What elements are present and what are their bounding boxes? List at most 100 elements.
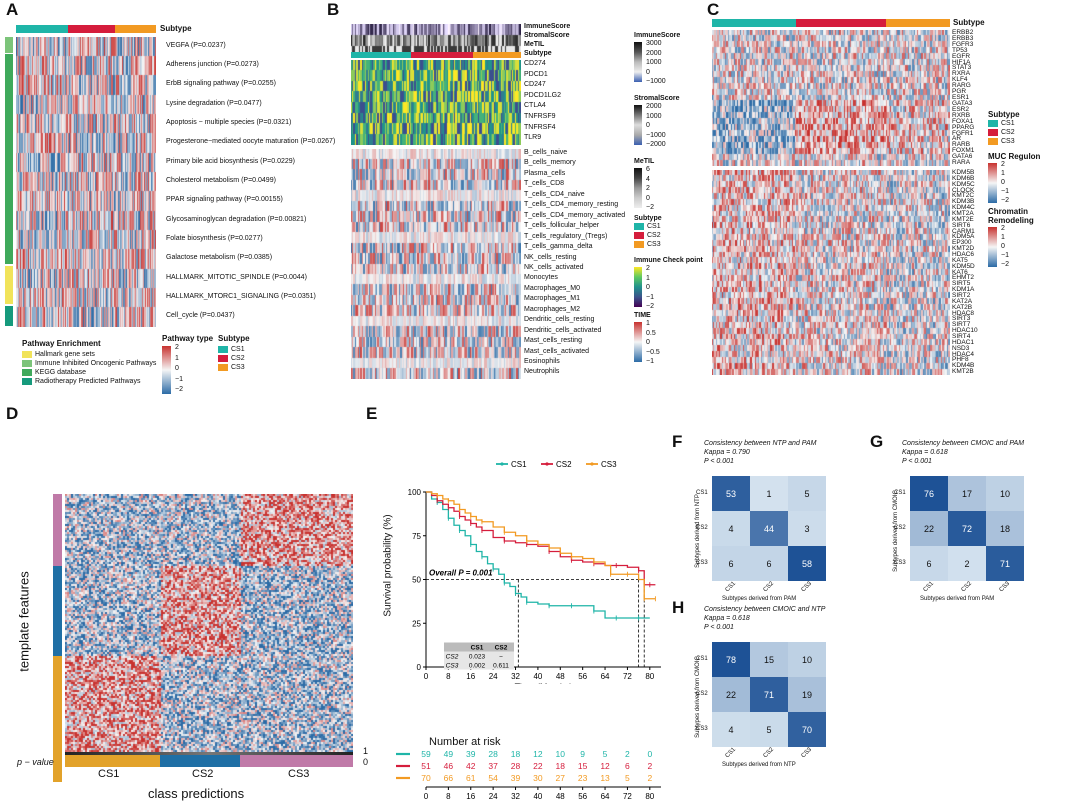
- cell-type-label: T_cells_CD8: [524, 180, 565, 188]
- matrix-cell: 4: [712, 712, 750, 747]
- panel-a-subtype-bar: [16, 25, 156, 33]
- panel-b-subtype-legend: Subtype CS1 CS2 CS3: [634, 215, 662, 249]
- pairwise-cell: CS2: [446, 654, 459, 661]
- gene-label: KAT6: [952, 268, 968, 276]
- legend-text: Hallmark gene sets: [35, 351, 95, 358]
- x-tick-label: 24: [489, 672, 498, 681]
- chromatin-tick: 0: [1001, 243, 1005, 250]
- gene-label: HDAC4: [952, 350, 975, 358]
- cell-type-label: Mast_cells_activated: [524, 347, 589, 355]
- subtype-cs2-block: [68, 25, 115, 33]
- cell-type-label: B_cells_naive: [524, 149, 568, 156]
- risk-count: 28: [511, 761, 521, 771]
- panel-h-confusion: Consistency between CMOIC and NTP Kappa =…: [672, 606, 867, 771]
- heatmap-canvas: [65, 494, 353, 752]
- pathway-type-tick: 1: [175, 354, 179, 362]
- cell-type-label: Plasma_cells: [524, 169, 566, 177]
- pathway-legend-item: Immune Inhibited Oncogenic Pathways: [22, 359, 162, 368]
- subtype-legend-item: CS2: [988, 128, 1062, 137]
- panel-f-confusion: Consistency between NTP and PAM Kappa = 0…: [672, 440, 867, 605]
- risk-count: 39: [511, 773, 521, 783]
- risk-x-tick-label: 48: [556, 792, 565, 801]
- matrix-row-label: CS3: [696, 559, 708, 566]
- matrix-xlabel: Subtypes derived from PAM: [722, 596, 797, 602]
- colorbar-title: TIME: [634, 312, 651, 319]
- checkpoint-label: TLR9: [524, 134, 542, 142]
- panel-d-class-bar: [65, 755, 353, 767]
- panel-c-muc-heatmap: [712, 30, 950, 166]
- gene-label: NSD3: [952, 344, 970, 352]
- colorbar-title: ImmuneScore: [634, 32, 681, 39]
- matrix-cell: 3: [788, 511, 826, 546]
- legend-text: CS3: [231, 364, 245, 371]
- x-tick-label: 16: [466, 672, 475, 681]
- legend-swatch: [218, 345, 228, 353]
- colorbar-tick: 2000: [646, 49, 662, 57]
- matrix-cell: 6: [750, 546, 788, 581]
- cell-type-label: T_cells_gamma_delta: [524, 243, 593, 251]
- matrix-cell: 76: [910, 476, 948, 511]
- colorbar-title: MeTIL: [634, 158, 655, 165]
- legend-text: Immune Inhibited Oncogenic Pathways: [35, 360, 157, 367]
- gene-label: ESR1: [952, 94, 969, 102]
- gene-label: SIRT7: [952, 321, 971, 329]
- panel-f-label: F: [672, 432, 683, 451]
- matrix-cell: 6: [712, 546, 750, 581]
- track-label: StromalScore: [524, 32, 570, 39]
- gene-label: KMT2E: [952, 215, 974, 223]
- matrix-cell: 5: [788, 476, 826, 511]
- km-curve-cs1: [426, 491, 650, 619]
- legend-text: CS3: [1001, 138, 1015, 145]
- km-survival-chart: 0 25 50 75 100 0 8 16 24 32 40 48 56 64 72 80 Time (Mont…: [408, 460, 661, 684]
- colorbar-title: StromalScore: [634, 95, 680, 102]
- risk-count: 12: [533, 749, 543, 759]
- matrix-cell: 72: [948, 511, 986, 546]
- colorbar: [634, 168, 642, 208]
- risk-count: 54: [488, 773, 498, 783]
- panel-a-pathway-legend: Pathway Enrichment Hallmark gene sets Imm…: [22, 339, 162, 386]
- gene-label: HDAC8: [952, 309, 975, 317]
- matrix-cell: 10: [986, 476, 1024, 511]
- panel-a-label: A: [6, 0, 19, 19]
- colorbar-tick: −1000: [646, 131, 666, 139]
- pvalue-bar: [65, 752, 353, 755]
- legend-swatch: [634, 231, 644, 239]
- muc-tick: 0: [1001, 179, 1005, 186]
- matrix-kappa: Kappa = 0.790: [704, 449, 750, 456]
- colorbar-tick: −1: [646, 293, 654, 301]
- panel-c-subtype-bar: [712, 19, 950, 27]
- panel-a-heatmap: [16, 37, 156, 327]
- class-cs1-label: CS1: [98, 768, 120, 780]
- y-tick-label: 50: [412, 576, 421, 585]
- legend-swatch: [634, 222, 644, 230]
- km-ylabel: Survival probability (%): [382, 514, 394, 617]
- risk-count: 6: [625, 761, 630, 771]
- colorbar-legend: TIME 1 0.5 0 −0.5 −1: [634, 312, 660, 365]
- legend-text: CS2: [1001, 129, 1015, 136]
- track-label: ImmuneScore: [524, 23, 571, 30]
- x-tick-label: 56: [578, 672, 587, 681]
- risk-title-text: Number at risk: [429, 736, 501, 748]
- matrix-cell: 15: [750, 642, 788, 677]
- gene-label: AR: [952, 135, 962, 143]
- matrix-cell: 10: [788, 642, 826, 677]
- subtype-legend-item: CS3: [988, 137, 1062, 146]
- panel-b-subtype-bar: [351, 52, 521, 58]
- pathway-type-tick: 0: [175, 365, 179, 372]
- muc-tick: −2: [1001, 197, 1009, 204]
- y-tick-label: 25: [412, 619, 421, 628]
- legend-text: CS1: [647, 223, 661, 230]
- km-legend-label: CS3: [601, 460, 617, 469]
- risk-count: 22: [533, 761, 543, 771]
- matrix-cell: 22: [910, 511, 948, 546]
- checkpoint-label: CD247: [524, 81, 546, 89]
- panel-a-subtype-legend: Subtype CS1 CS2 CS3: [218, 334, 250, 372]
- colorbar: [634, 42, 642, 82]
- km-legend-label: CS2: [556, 460, 572, 469]
- matrix-ylabel: Subtypes derived from CMOIC: [893, 490, 899, 572]
- colorbar-tick: 0: [646, 284, 650, 291]
- track-label: Subtype: [524, 50, 552, 57]
- colorbar-legend: StromalScore 2000 1000 0 −1000 −2000: [634, 95, 680, 148]
- gene-label: FOXM1: [952, 147, 975, 155]
- km-legend-dot: [500, 462, 504, 466]
